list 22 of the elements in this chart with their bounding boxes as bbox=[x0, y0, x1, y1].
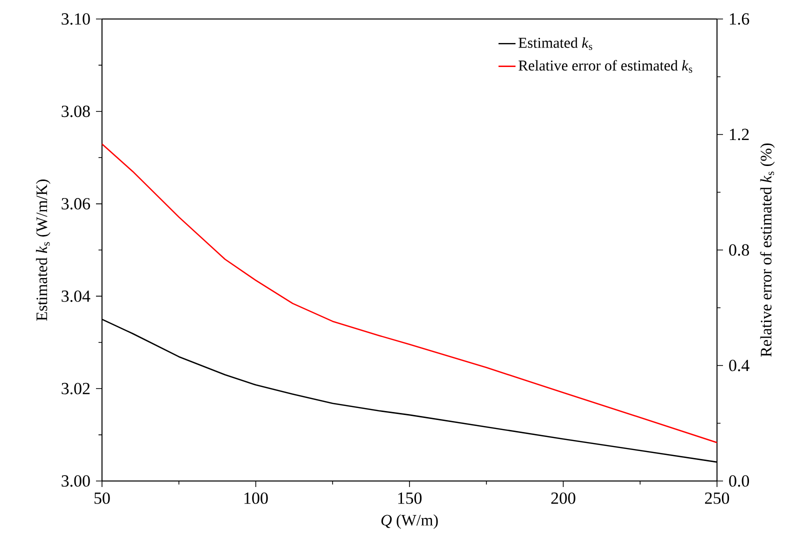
legend-label: Relative error of estimated k$_{s}$ bbox=[518, 60, 692, 73]
y-tick-label: 3.10 bbox=[62, 13, 90, 25]
y2-tick-label: 1.2 bbox=[730, 128, 749, 140]
x-tick-label: 50 bbox=[94, 492, 110, 504]
y-tick-label: 3.04 bbox=[62, 290, 90, 302]
y2-tick-label: 0.0 bbox=[729, 475, 750, 487]
y-tick-label: 3.02 bbox=[62, 382, 90, 394]
y2-tick-label: 1.6 bbox=[730, 13, 750, 25]
x-tick-label: 250 bbox=[705, 492, 730, 504]
y-tick-label: 3.08 bbox=[62, 106, 90, 118]
x-tick-label: 100 bbox=[244, 492, 268, 504]
y-tick-label: 3.06 bbox=[62, 198, 90, 210]
y2-tick-label: 0.4 bbox=[729, 360, 750, 372]
y2-tick-label: 0.8 bbox=[729, 244, 750, 256]
x-tick-label: 150 bbox=[398, 492, 422, 504]
legend-label: Estimated k$_{s}$ bbox=[518, 37, 592, 50]
y-tick-label: 3.00 bbox=[62, 475, 90, 487]
line-series bbox=[102, 143, 718, 444]
x-axis-title: Q (W/m) bbox=[381, 514, 438, 529]
x-tick-label: 200 bbox=[551, 492, 576, 504]
y-axis-title: Estimated k$_{s}$ (W/m/K) bbox=[36, 180, 50, 321]
y2-axis-title: Relative error of estimated k$_{s}$ (%) bbox=[760, 143, 775, 357]
